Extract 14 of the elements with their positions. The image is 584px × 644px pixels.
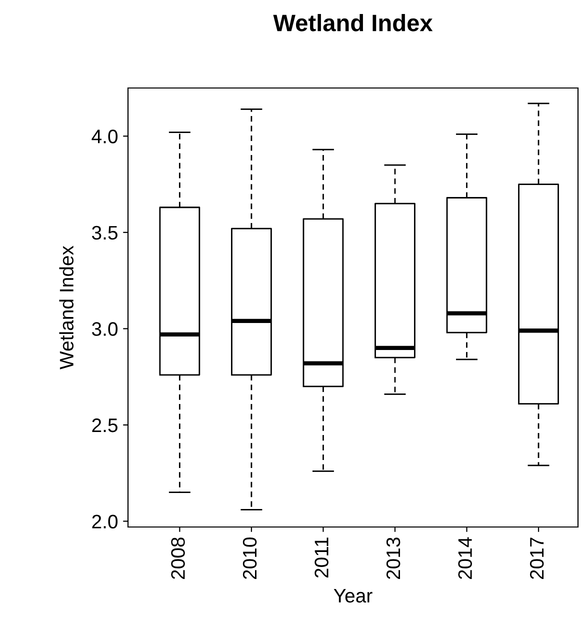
chart-title: Wetland Index xyxy=(273,14,433,32)
y-tick-label: 3.0 xyxy=(92,322,118,336)
x-tick-label: 2010 xyxy=(242,537,257,579)
y-tick-label: 4.0 xyxy=(92,130,118,144)
y-tick-label: 2.0 xyxy=(92,514,118,528)
y-axis-title: Wetland Index xyxy=(59,246,74,370)
x-axis-title: Year xyxy=(334,589,372,603)
x-tick-label: 2017 xyxy=(530,538,544,579)
x-tick-label: 2008 xyxy=(171,538,185,579)
y-tick-label: 2.5 xyxy=(92,418,118,432)
x-tick-label: 2011 xyxy=(314,538,328,578)
x-tick-label: 2014 xyxy=(458,537,472,579)
x-tick-label: 2013 xyxy=(386,538,400,579)
y-tick-label: 3.5 xyxy=(92,226,118,240)
